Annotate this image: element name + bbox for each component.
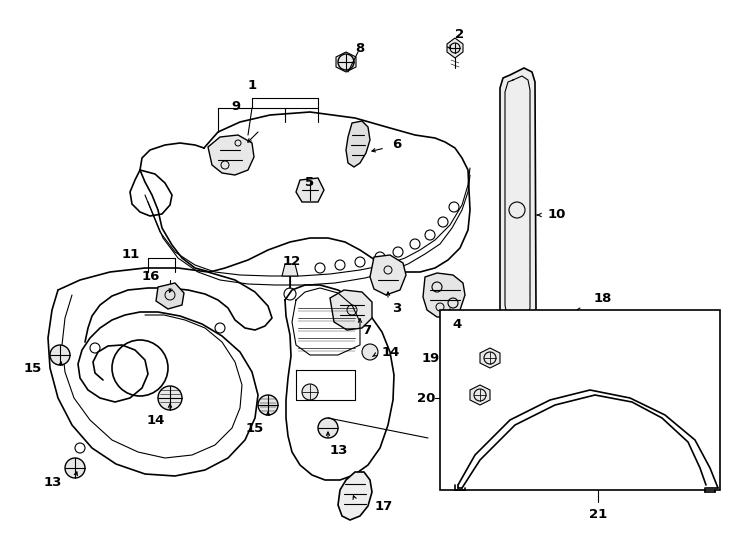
- Polygon shape: [370, 255, 406, 295]
- Text: 11: 11: [122, 248, 140, 261]
- Text: 20: 20: [417, 392, 435, 404]
- Polygon shape: [588, 456, 608, 480]
- Text: 15: 15: [246, 422, 264, 435]
- Text: 18: 18: [594, 292, 612, 305]
- Text: 19: 19: [422, 352, 440, 365]
- Polygon shape: [447, 38, 463, 58]
- Circle shape: [158, 386, 182, 410]
- Polygon shape: [336, 52, 356, 72]
- Polygon shape: [330, 290, 372, 330]
- Text: 2: 2: [455, 29, 464, 42]
- Circle shape: [50, 345, 70, 365]
- Text: 8: 8: [355, 42, 364, 55]
- Text: 5: 5: [305, 176, 314, 188]
- Circle shape: [65, 458, 85, 478]
- Polygon shape: [423, 273, 465, 317]
- Circle shape: [362, 344, 378, 360]
- Text: 1: 1: [247, 79, 257, 92]
- Circle shape: [258, 395, 278, 415]
- Text: 21: 21: [589, 508, 607, 521]
- Polygon shape: [338, 472, 372, 520]
- Text: 12: 12: [283, 255, 301, 268]
- Polygon shape: [480, 348, 500, 368]
- Text: 15: 15: [23, 361, 42, 375]
- Polygon shape: [346, 121, 370, 167]
- Text: 13: 13: [43, 476, 62, 489]
- Text: 13: 13: [330, 443, 349, 456]
- Polygon shape: [296, 178, 324, 202]
- Text: 6: 6: [392, 138, 401, 152]
- Text: 14: 14: [147, 414, 165, 427]
- Circle shape: [318, 418, 338, 438]
- Polygon shape: [500, 68, 536, 334]
- Text: 17: 17: [375, 500, 393, 512]
- Polygon shape: [282, 264, 298, 276]
- Text: 10: 10: [548, 208, 567, 221]
- Bar: [440, 310, 720, 490]
- Circle shape: [302, 384, 318, 400]
- Text: 7: 7: [362, 323, 371, 336]
- Polygon shape: [156, 283, 184, 309]
- Polygon shape: [208, 135, 254, 175]
- Text: 16: 16: [142, 269, 160, 282]
- Text: 3: 3: [392, 301, 401, 314]
- Polygon shape: [470, 385, 490, 405]
- Text: 14: 14: [382, 346, 400, 359]
- Text: 9: 9: [231, 99, 240, 112]
- Text: 4: 4: [452, 319, 461, 332]
